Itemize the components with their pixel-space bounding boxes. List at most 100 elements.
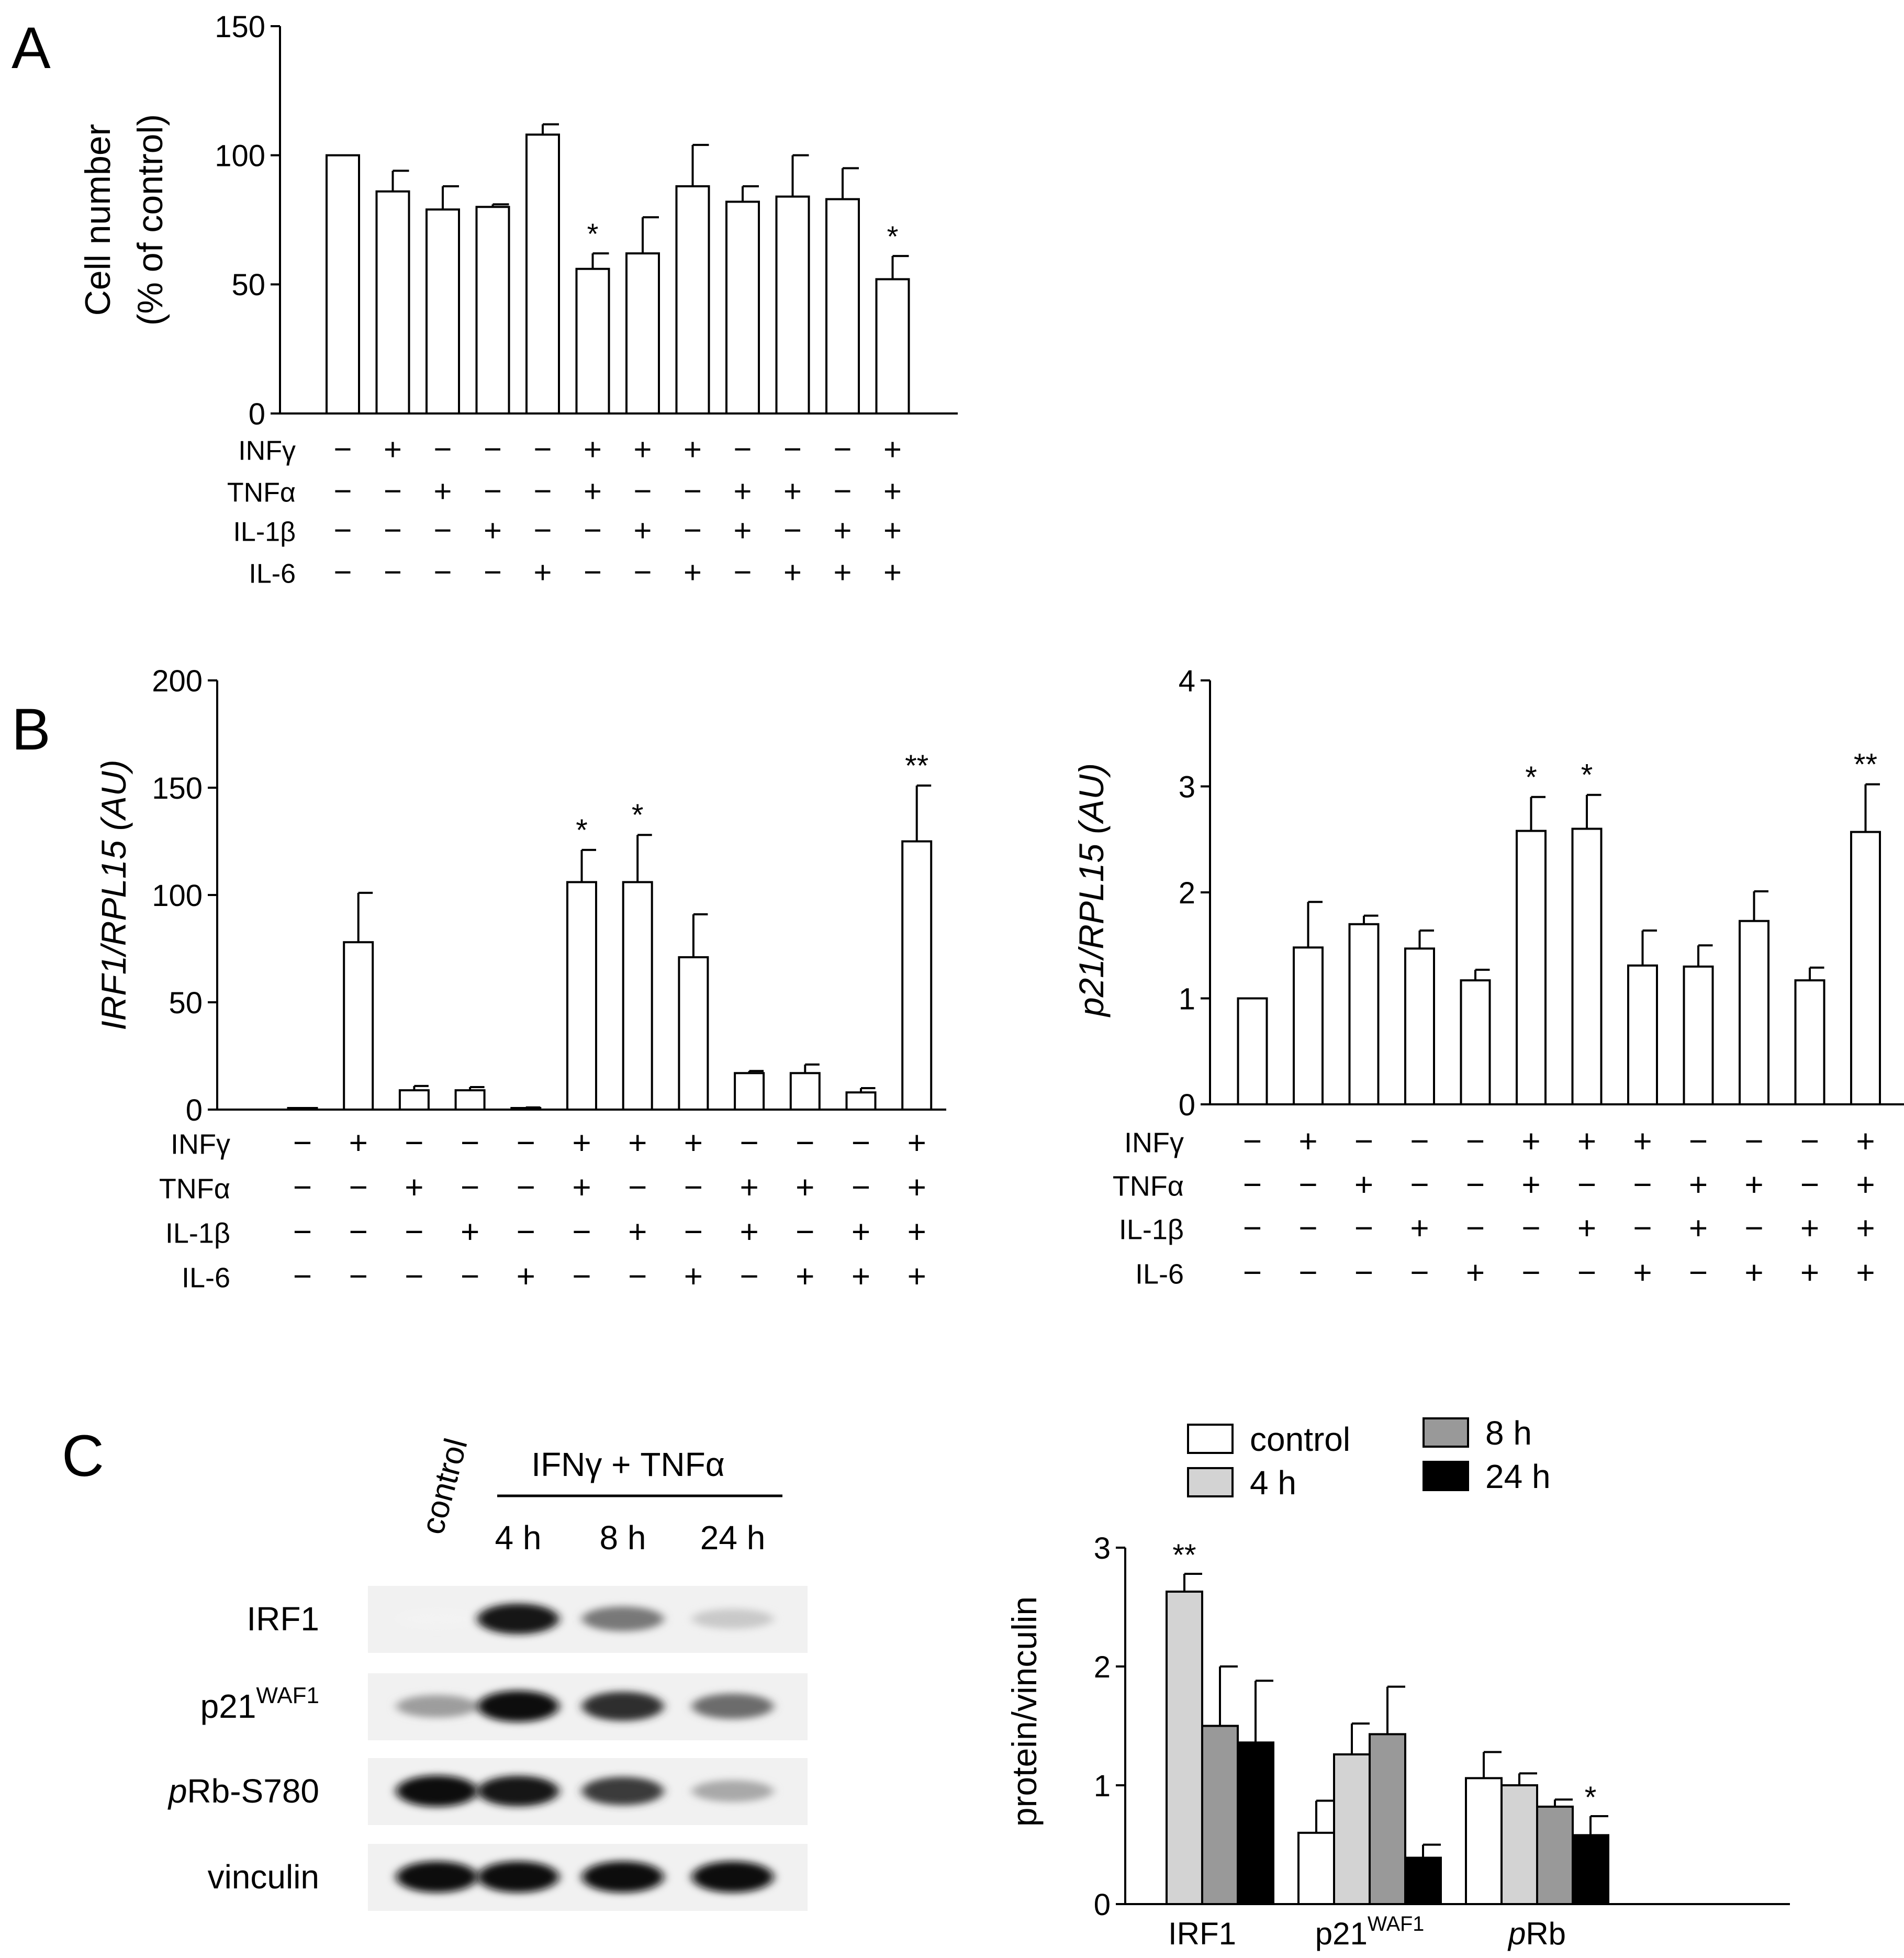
blot-band bbox=[477, 1861, 559, 1893]
blot-row-label: p21WAF1 bbox=[200, 1683, 319, 1725]
minus-sign: − bbox=[684, 513, 702, 548]
bar bbox=[398, 1089, 430, 1111]
plus-sign: + bbox=[634, 432, 652, 467]
bar bbox=[875, 278, 910, 415]
plus-sign: + bbox=[484, 513, 502, 548]
minus-sign: − bbox=[405, 1258, 423, 1294]
plus-sign: + bbox=[684, 555, 702, 590]
plus-sign: + bbox=[1633, 1123, 1652, 1159]
blot-row-label: vinculin bbox=[208, 1858, 319, 1896]
bar bbox=[425, 208, 460, 415]
bar bbox=[1572, 1834, 1609, 1906]
minus-sign: − bbox=[434, 432, 452, 467]
minus-sign: − bbox=[1521, 1255, 1540, 1291]
blot-row-italic-prefix: p bbox=[167, 1772, 187, 1810]
minus-sign: − bbox=[334, 513, 352, 548]
blot-band bbox=[396, 1775, 478, 1807]
minus-sign: − bbox=[1633, 1210, 1652, 1246]
plus-sign: + bbox=[517, 1258, 535, 1294]
y-axis-label-line-1: Cell number bbox=[78, 124, 118, 316]
plus-sign: + bbox=[908, 1169, 926, 1205]
minus-sign: − bbox=[1298, 1167, 1317, 1203]
minus-sign: − bbox=[1410, 1255, 1429, 1291]
minus-sign: − bbox=[384, 513, 402, 548]
y-axis-label: p21/RPL15 (AU) bbox=[1072, 763, 1111, 1017]
minus-sign: − bbox=[1354, 1123, 1373, 1159]
plus-sign: + bbox=[783, 555, 802, 590]
plus-sign: + bbox=[572, 1125, 591, 1161]
bar bbox=[454, 1089, 486, 1111]
plus-sign: + bbox=[1856, 1123, 1875, 1159]
significance-marker: * bbox=[632, 798, 644, 832]
bar bbox=[845, 1091, 877, 1111]
minus-sign: − bbox=[349, 1214, 368, 1250]
legend-swatch bbox=[1423, 1417, 1469, 1448]
minus-sign: − bbox=[1410, 1167, 1429, 1203]
plus-sign: + bbox=[834, 513, 852, 548]
chart-a-cell-number: 0 50 100 150 Cell number (% of control) * * INFγ… bbox=[78, 10, 958, 590]
y-tick-label: 1 bbox=[1179, 982, 1195, 1016]
minus-sign: − bbox=[634, 474, 652, 509]
treatment-label: IL-1β bbox=[233, 517, 296, 547]
bar bbox=[625, 252, 660, 415]
blot-row-main-text: IRF1 bbox=[247, 1600, 319, 1638]
minus-sign: − bbox=[834, 432, 852, 467]
minus-sign: − bbox=[334, 474, 352, 509]
legend-label: control bbox=[1250, 1420, 1350, 1458]
plus-sign: + bbox=[883, 432, 902, 467]
y-tick-label: 150 bbox=[215, 10, 265, 44]
y-axis-label: IRF1/RPL15 (AU) bbox=[94, 759, 133, 1030]
plus-sign: + bbox=[734, 513, 752, 548]
bar bbox=[1536, 1805, 1574, 1906]
minus-sign: − bbox=[684, 1214, 703, 1250]
treatment-label: IL-6 bbox=[182, 1262, 230, 1293]
plus-sign: + bbox=[740, 1214, 758, 1250]
plus-sign: + bbox=[1633, 1255, 1652, 1291]
bar bbox=[678, 956, 709, 1111]
x-category-label: p21WAF1 bbox=[1315, 1912, 1425, 1951]
plus-sign: + bbox=[461, 1214, 479, 1250]
minus-sign: − bbox=[572, 1258, 591, 1294]
minus-sign: − bbox=[534, 432, 552, 467]
bar bbox=[675, 185, 710, 415]
plus-sign: + bbox=[1744, 1255, 1763, 1291]
minus-sign: − bbox=[734, 555, 752, 590]
y-tick-label: 200 bbox=[152, 664, 203, 698]
plus-sign: + bbox=[384, 432, 402, 467]
bar bbox=[1627, 964, 1658, 1105]
minus-sign: − bbox=[1744, 1123, 1763, 1159]
treatment-label: IL-6 bbox=[1135, 1258, 1184, 1290]
bar bbox=[326, 154, 360, 415]
minus-sign: − bbox=[293, 1125, 312, 1161]
plus-sign: + bbox=[1800, 1210, 1819, 1246]
minus-sign: − bbox=[584, 513, 602, 548]
blot-control-label: control bbox=[415, 1435, 475, 1538]
bar bbox=[1516, 830, 1547, 1106]
plus-sign: + bbox=[1521, 1123, 1540, 1159]
bar bbox=[1201, 1725, 1239, 1905]
minus-sign: − bbox=[484, 555, 502, 590]
treatment-label: INFγ bbox=[1124, 1127, 1184, 1158]
minus-sign: − bbox=[384, 555, 402, 590]
minus-sign: − bbox=[1689, 1255, 1708, 1291]
bar bbox=[1297, 1831, 1335, 1906]
plus-sign: + bbox=[883, 474, 902, 509]
bar bbox=[622, 881, 653, 1111]
minus-sign: − bbox=[734, 432, 752, 467]
plus-sign: + bbox=[584, 474, 602, 509]
minus-sign: − bbox=[1243, 1255, 1262, 1291]
minus-sign: − bbox=[572, 1214, 591, 1250]
bar bbox=[1348, 923, 1380, 1105]
minus-sign: − bbox=[740, 1258, 758, 1294]
plus-sign: + bbox=[908, 1214, 926, 1250]
bar bbox=[566, 881, 597, 1111]
minus-sign: − bbox=[1633, 1167, 1652, 1203]
y-tick-label: 100 bbox=[215, 139, 265, 173]
minus-sign: − bbox=[1689, 1123, 1708, 1159]
minus-sign: − bbox=[634, 555, 652, 590]
minus-sign: − bbox=[628, 1258, 647, 1294]
plus-sign: + bbox=[634, 513, 652, 548]
y-tick-label: 0 bbox=[1179, 1088, 1195, 1122]
significance-marker: ** bbox=[1172, 1538, 1196, 1572]
